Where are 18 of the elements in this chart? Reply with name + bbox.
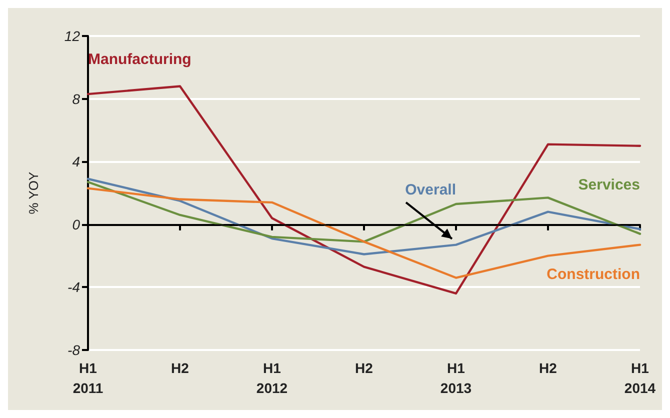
series-label: Construction <box>546 266 640 284</box>
y-tick-label: 12 <box>64 28 80 44</box>
text: Overall <box>405 181 456 198</box>
y-axis-title: % YOY <box>26 171 41 214</box>
x-tick-label: H1 2014 <box>624 360 656 396</box>
x-tick-label: H2 <box>539 360 558 376</box>
x-tick-label: H1 2011 <box>72 360 104 396</box>
y-tick-label: 8 <box>72 90 80 107</box>
x-tick-label: H2 <box>171 360 190 376</box>
y-tick-label: -8 <box>68 342 80 358</box>
y-tick-label: 4 <box>72 154 80 170</box>
x-tick-label: H1 2013 <box>440 360 472 396</box>
y-tick-label: -4 <box>68 279 80 296</box>
y-tick-label: 0 <box>72 216 80 232</box>
x-tick-label: H2 <box>355 360 374 376</box>
series-label: Manufacturing <box>88 51 192 68</box>
x-tick-label: H1 2012 <box>256 360 288 396</box>
series-label: Services <box>578 176 640 194</box>
